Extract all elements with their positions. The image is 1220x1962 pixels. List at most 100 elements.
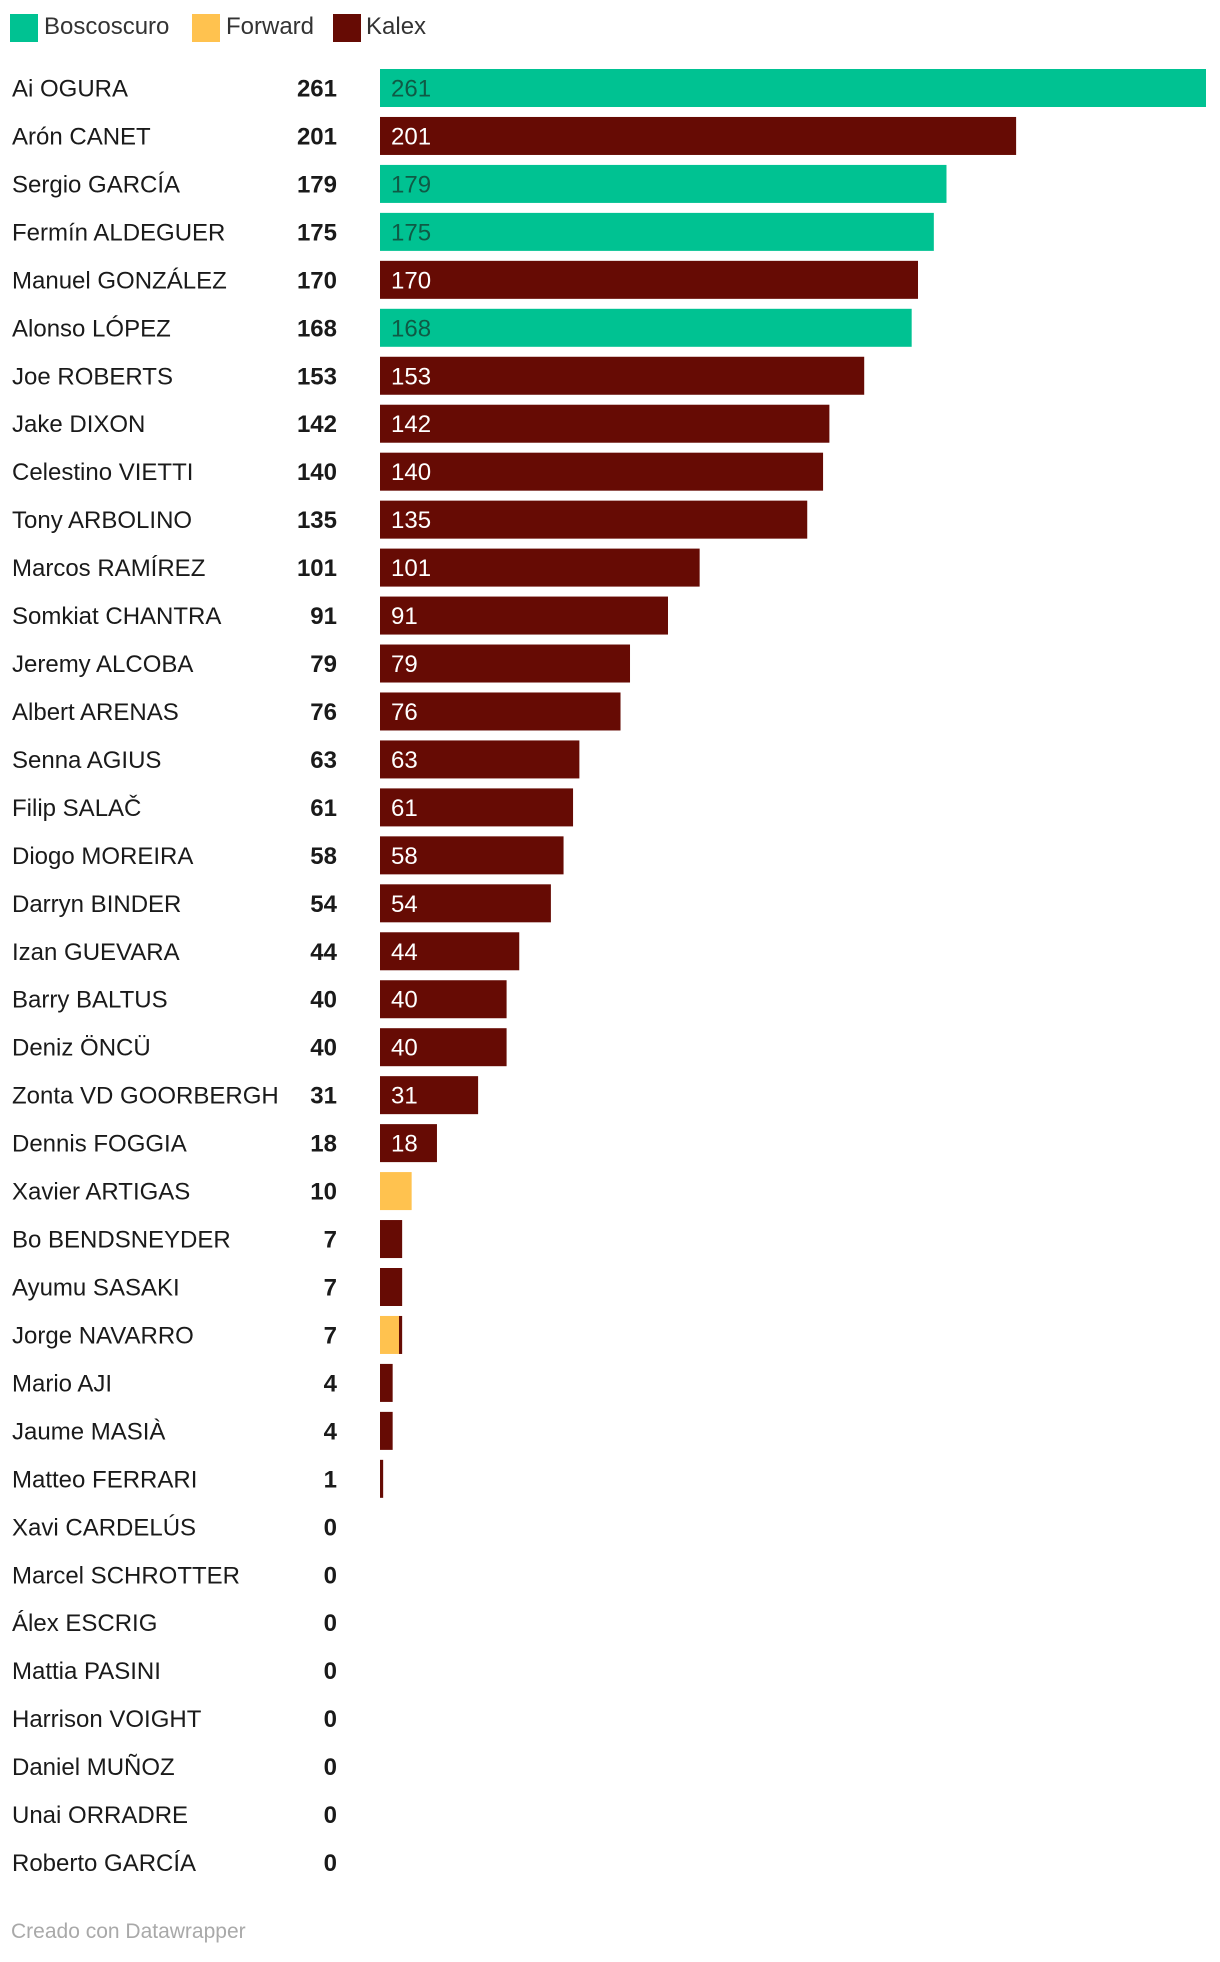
legend-swatch-kalex [333,14,361,42]
bar-value-label: 140 [391,459,431,486]
points-total-label: 0 [324,1754,337,1781]
rider-name-label: Darryn BINDER [12,891,181,918]
rider-name-label: Fermín ALDEGUER [12,219,225,246]
rider-name-label: Unai ORRADRE [12,1802,188,1829]
legend-swatch-boscoscuro [10,14,38,42]
points-total-label: 4 [324,1370,338,1397]
chart-row: Zonta VD GOORBERGH 31 31 [12,1076,479,1115]
bar-segment-kalex [380,116,1017,155]
points-total-label: 1 [324,1466,337,1493]
chart-row: Dennis FOGGIA 18 18 [12,1124,437,1163]
rider-name-label: Filip SALAČ [12,794,141,822]
legend-label-kalex: Kalex [366,13,426,40]
chart-row: Senna AGIUS 63 63 [12,740,580,779]
points-total-label: 0 [324,1850,337,1877]
chart-row: Barry BALTUS 40 40 [12,980,507,1019]
chart-row: Harrison VOIGHT 0 [12,1706,337,1733]
bar-segment-kalex [380,740,580,779]
bar-segment-kalex [380,1459,384,1498]
bar-segment-kalex [380,548,700,587]
bar-segment-kalex [380,692,621,731]
legend-swatch-forward [192,14,220,42]
rider-name-label: Senna AGIUS [12,747,161,774]
bar-value-label: 63 [391,747,418,774]
points-total-label: 201 [297,123,337,150]
bar-value-label: 76 [391,699,418,726]
bar-value-label: 79 [391,651,418,678]
bar-value-label: 40 [391,987,418,1014]
rider-name-label: Jaume MASIÀ [12,1418,165,1445]
points-total-label: 142 [297,411,337,438]
points-total-label: 54 [310,891,337,918]
bar-segment-kalex [380,356,865,395]
chart-row: Marcos RAMÍREZ 101 101 [12,548,700,587]
bar-segment-kalex [380,788,574,827]
points-total-label: 31 [310,1083,337,1110]
points-total-label: 79 [310,651,337,678]
rider-name-label: Jeremy ALCOBA [12,651,193,678]
rider-name-label: Ai OGURA [12,76,128,103]
rider-name-label: Somkiat CHANTRA [12,603,221,630]
bar-segment-kalex [398,1315,403,1354]
bar-segment-forward [380,1315,399,1354]
points-total-label: 7 [324,1275,337,1302]
bar-value-label: 170 [391,267,431,294]
bar-value-label: 31 [391,1083,418,1110]
points-total-label: 44 [310,939,337,966]
chart-row: Roberto GARCÍA 0 [12,1850,337,1877]
rider-name-label: Albert ARENAS [12,699,179,726]
chart-row: Jorge NAVARRO 7 [12,1315,403,1354]
rider-name-label: Jorge NAVARRO [12,1322,194,1349]
bar-segment-kalex [380,1076,479,1115]
rider-name-label: Harrison VOIGHT [12,1706,202,1733]
rider-name-label: Marcos RAMÍREZ [12,555,205,582]
rider-name-label: Marcel SCHROTTER [12,1562,240,1589]
bar-segment-kalex [380,1363,393,1402]
points-total-label: 0 [324,1706,337,1733]
points-total-label: 18 [310,1131,337,1158]
chart-row: Ayumu SASAKI 7 [12,1268,403,1306]
points-total-label: 61 [310,795,337,822]
bar-value-label: 135 [391,507,431,534]
chart-row: Manuel GONZÁLEZ 170 170 [12,260,919,299]
bar-segment-kalex [380,1220,403,1259]
rider-name-label: Jake DIXON [12,411,145,438]
bar-value-label: 142 [391,411,431,438]
chart-row: Filip SALAČ 61 61 [12,788,574,827]
chart-row: Alonso LÓPEZ 168 168 [12,308,912,347]
bar-value-label: 179 [391,171,431,198]
footer-credit: Creado con Datawrapper [11,1920,246,1943]
points-total-label: 7 [324,1322,337,1349]
bar-segment-kalex [380,260,919,299]
rider-name-label: Ayumu SASAKI [12,1275,180,1302]
chart-row: Jeremy ALCOBA 79 79 [12,644,631,683]
bar-value-label: 61 [391,795,418,822]
bar-segment-kalex [380,1124,437,1163]
chart-row: Unai ORRADRE 0 [12,1802,337,1829]
points-total-label: 261 [297,76,337,103]
bar-segment-kalex [380,404,830,443]
rider-name-label: Zonta VD GOORBERGH [12,1083,279,1110]
rider-name-label: Alonso LÓPEZ [12,315,171,342]
points-total-label: 76 [310,699,337,726]
chart-row: Somkiat CHANTRA 91 91 [12,596,668,635]
rider-name-label: Izan GUEVARA [12,939,180,966]
points-total-label: 0 [324,1610,337,1637]
bar-segment-kalex [380,500,808,539]
rider-name-label: Mattia PASINI [12,1658,161,1685]
chart-row: Arón CANET 201 201 [12,116,1017,155]
rider-name-label: Diogo MOREIRA [12,843,193,870]
rider-name-label: Joe ROBERTS [12,363,173,390]
points-total-label: 140 [297,459,337,486]
bar-segment-boscoscuro [380,212,934,251]
bar-value-label: 168 [391,315,431,342]
rider-name-label: Daniel MUÑOZ [12,1754,175,1781]
rider-name-label: Manuel GONZÁLEZ [12,267,227,294]
bar-value-label: 261 [391,76,431,103]
rider-name-label: Celestino VIETTI [12,459,193,486]
bar-segment-kalex [380,596,668,635]
bar-value-label: 40 [391,1035,418,1062]
chart-row: Diogo MOREIRA 58 58 [12,836,564,875]
points-total-label: 40 [310,1035,337,1062]
bar-value-label: 101 [391,555,431,582]
